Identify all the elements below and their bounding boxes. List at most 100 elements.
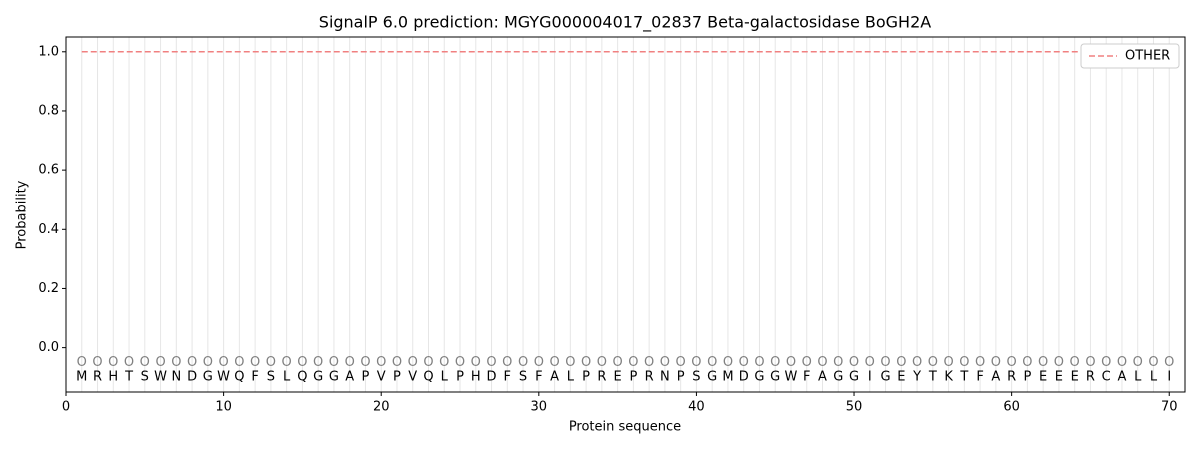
residue: G <box>849 370 859 385</box>
residue: R <box>93 370 102 385</box>
predicted-label: O <box>549 355 559 370</box>
residue: F <box>535 370 542 385</box>
residue: F <box>803 370 810 385</box>
predicted-label: O <box>329 355 339 370</box>
residue: D <box>487 370 497 385</box>
residue: G <box>754 370 764 385</box>
predicted-label: O <box>723 355 733 370</box>
residue: I <box>868 370 872 385</box>
residue: A <box>991 370 1000 385</box>
predicted-label: O <box>108 355 118 370</box>
predicted-label: O <box>1054 355 1064 370</box>
y-tick-label: 0.6 <box>38 163 59 178</box>
residue: P <box>393 370 401 385</box>
residue: V <box>408 370 417 385</box>
residue: P <box>456 370 464 385</box>
predicted-label: O <box>770 355 780 370</box>
residue: E <box>897 370 905 385</box>
predicted-label: O <box>455 355 465 370</box>
predicted-label: O <box>203 355 213 370</box>
x-tick-label: 70 <box>1161 400 1178 415</box>
residue: E <box>1071 370 1079 385</box>
residue: Q <box>234 370 244 385</box>
x-tick-label: 40 <box>688 400 705 415</box>
residue: H <box>108 370 118 385</box>
predicted-label: O <box>1148 355 1158 370</box>
residue: L <box>283 370 291 385</box>
predicted-label: O <box>155 355 165 370</box>
predicted-label: O <box>502 355 512 370</box>
predicted-label: O <box>140 355 150 370</box>
predicted-label: O <box>896 355 906 370</box>
predicted-label: O <box>376 355 386 370</box>
y-axis-label: Probability <box>15 180 30 249</box>
predicted-label: O <box>234 355 244 370</box>
x-tick-label: 50 <box>846 400 863 415</box>
predicted-label: O <box>92 355 102 370</box>
residue: V <box>377 370 386 385</box>
predicted-label: O <box>565 355 575 370</box>
predicted-label: O <box>975 355 985 370</box>
predicted-label: O <box>786 355 796 370</box>
predicted-label: O <box>1133 355 1143 370</box>
x-axis-label: Protein sequence <box>569 420 681 435</box>
predicted-label: O <box>676 355 686 370</box>
residue: E <box>1039 370 1047 385</box>
predicted-label: O <box>1070 355 1080 370</box>
predicted-label: O <box>250 355 260 370</box>
residue: F <box>251 370 258 385</box>
residue: T <box>959 370 968 385</box>
predicted-label: O <box>266 355 276 370</box>
y-tick-label: 0.4 <box>38 222 59 237</box>
predicted-label: O <box>1085 355 1095 370</box>
x-tick-label: 10 <box>215 400 232 415</box>
predicted-label: O <box>849 355 859 370</box>
residue: L <box>1150 370 1158 385</box>
plot-frame <box>65 36 1186 393</box>
predicted-label: O <box>880 355 890 370</box>
predicted-label: O <box>392 355 402 370</box>
predicted-label: O <box>1007 355 1017 370</box>
residue: D <box>187 370 197 385</box>
residue: D <box>739 370 749 385</box>
residue: S <box>692 370 700 385</box>
residue: S <box>519 370 527 385</box>
y-tick-label: 1.0 <box>38 44 59 59</box>
residue: W <box>217 370 230 385</box>
x-tick-label: 20 <box>373 400 390 415</box>
x-tick-label: 0 <box>62 400 70 415</box>
predicted-label: O <box>833 355 843 370</box>
predicted-label: O <box>628 355 638 370</box>
predicted-label: O <box>739 355 749 370</box>
residue: L <box>567 370 575 385</box>
predicted-label: O <box>534 355 544 370</box>
residue: R <box>1007 370 1016 385</box>
residue: G <box>203 370 213 385</box>
predicted-label: O <box>218 355 228 370</box>
residue: Y <box>912 370 921 385</box>
residue: W <box>154 370 167 385</box>
residue: H <box>471 370 481 385</box>
residue: E <box>1055 370 1063 385</box>
residue: R <box>597 370 606 385</box>
predicted-label: O <box>345 355 355 370</box>
predicted-label: O <box>691 355 701 370</box>
residue: F <box>504 370 511 385</box>
residue: G <box>833 370 843 385</box>
predicted-label: O <box>991 355 1001 370</box>
residue: A <box>550 370 559 385</box>
predicted-label: O <box>313 355 323 370</box>
x-tick-label: 30 <box>531 400 548 415</box>
predicted-label: O <box>1101 355 1111 370</box>
predicted-label: O <box>439 355 449 370</box>
residue: W <box>785 370 798 385</box>
predicted-label: O <box>707 355 717 370</box>
legend-box <box>1080 43 1180 69</box>
residue: G <box>770 370 780 385</box>
predicted-label: O <box>518 355 528 370</box>
predicted-label: O <box>423 355 433 370</box>
residue: T <box>124 370 133 385</box>
residue: M <box>76 370 87 385</box>
predicted-label: O <box>928 355 938 370</box>
